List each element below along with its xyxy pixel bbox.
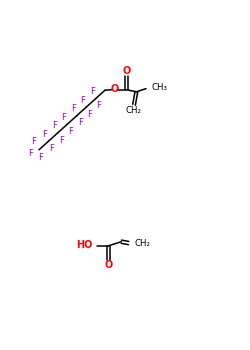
Text: F: F: [52, 121, 57, 130]
Text: F: F: [38, 153, 43, 162]
Text: O: O: [105, 260, 113, 270]
Text: CH₂: CH₂: [126, 106, 142, 115]
Text: F: F: [71, 104, 76, 113]
Text: F: F: [28, 149, 33, 158]
Text: CH₃: CH₃: [152, 83, 168, 92]
Text: F: F: [31, 137, 36, 146]
Text: F: F: [42, 130, 48, 139]
Text: F: F: [90, 87, 94, 96]
Text: F: F: [68, 127, 73, 136]
Text: F: F: [49, 144, 54, 153]
Text: F: F: [80, 96, 85, 105]
Text: F: F: [96, 102, 101, 111]
Text: F: F: [59, 135, 64, 145]
Text: O: O: [110, 84, 118, 94]
Text: CH₂: CH₂: [134, 239, 150, 247]
Text: O: O: [122, 66, 130, 76]
Text: HO: HO: [76, 240, 93, 250]
Text: F: F: [62, 113, 66, 121]
Text: F: F: [87, 110, 92, 119]
Text: F: F: [78, 119, 82, 127]
